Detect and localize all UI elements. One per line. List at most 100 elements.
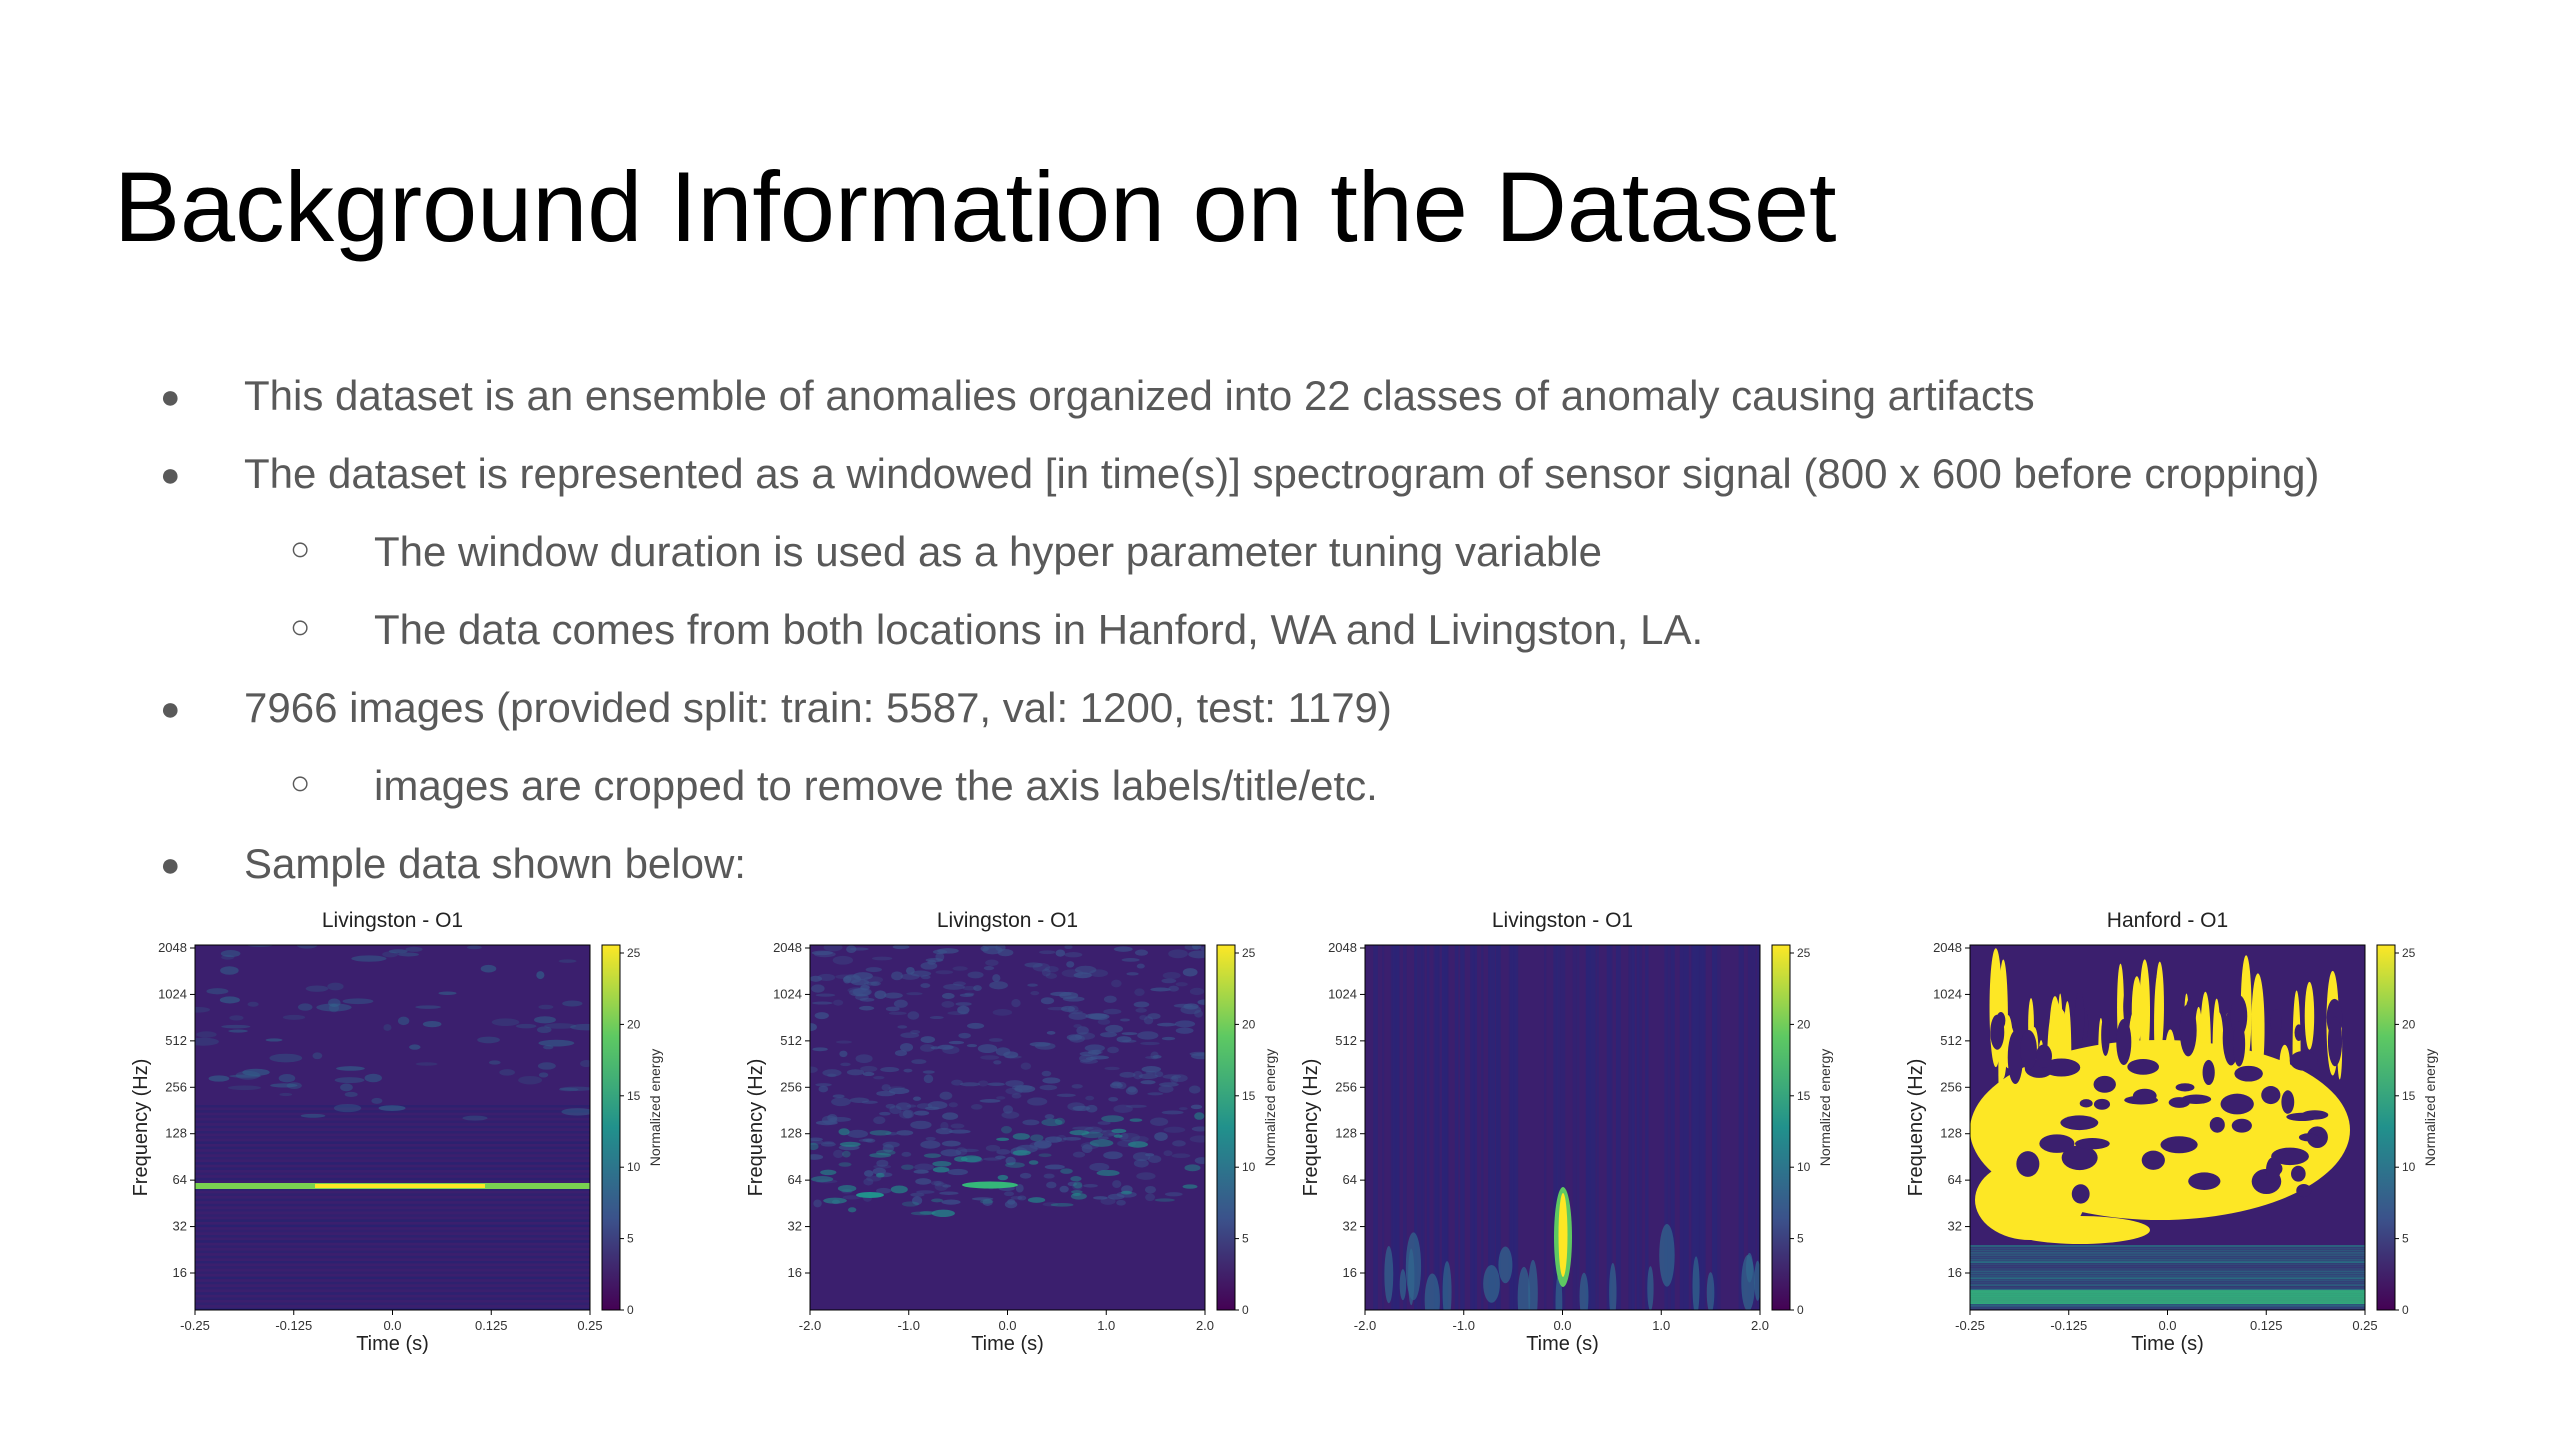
- y-tick-label: 256: [1940, 1079, 1962, 1094]
- subbullet-marker: ○: [290, 608, 311, 646]
- bullet-text: The data comes from both locations in Ha…: [374, 606, 1704, 653]
- colorbar-tick-label: 20: [2402, 1017, 2416, 1031]
- y-tick-label: 1024: [1328, 986, 1357, 1001]
- x-tick-label: 2.0: [1196, 1318, 1214, 1333]
- y-tick-label: 1024: [1933, 986, 1962, 1001]
- subbullet-cropping: ○ images are cropped to remove the axis …: [290, 762, 1378, 810]
- y-tick-label: 512: [780, 1033, 802, 1048]
- x-tick-label: 0.125: [2250, 1318, 2283, 1333]
- bullet-image-count: ● 7966 images (provided split: train: 55…: [160, 684, 1392, 732]
- y-tick-label: 512: [165, 1033, 187, 1048]
- colorbar: [1216, 944, 1236, 1311]
- spectrogram-panel-4: Hanford - O1 2048 1024 512 256 128 64 32 16 -0.25…: [1895, 895, 2438, 1375]
- y-tick-label: 2048: [1933, 940, 1962, 955]
- y-tick-label: 32: [1343, 1219, 1357, 1234]
- y-tick-label: 2048: [158, 940, 187, 955]
- colorbar-tick-label: 5: [1797, 1232, 1804, 1246]
- bullet-text: The dataset is represented as a windowed…: [244, 450, 2320, 497]
- y-tick-label: 256: [1335, 1079, 1357, 1094]
- bullet-text: 7966 images (provided split: train: 5587…: [244, 684, 1392, 731]
- colorbar-tick-label: 15: [627, 1089, 641, 1103]
- colorbar-tick-label: 5: [627, 1232, 634, 1246]
- panel-title: Livingston - O1: [1492, 909, 1633, 932]
- x-tick-label: -0.25: [1955, 1318, 1985, 1333]
- y-tick-label: 1024: [773, 986, 802, 1001]
- x-tick-label: 0.0: [2158, 1318, 2176, 1333]
- x-tick-label: 0.25: [577, 1318, 602, 1333]
- y-tick-label: 32: [1948, 1219, 1962, 1234]
- y-tick-label: 128: [165, 1126, 187, 1141]
- subbullet-marker: ○: [290, 530, 311, 568]
- subbullet-marker: ○: [290, 764, 311, 802]
- bullet-classes: ● This dataset is an ensemble of anomali…: [160, 372, 2035, 420]
- colorbar-tick-label: 0: [1242, 1303, 1249, 1317]
- colorbar-tick-label: 10: [1242, 1160, 1256, 1174]
- colorbar-tick-label: 5: [2402, 1232, 2409, 1246]
- y-tick-label: 64: [1343, 1172, 1357, 1187]
- colorbar-tick-label: 10: [1797, 1160, 1811, 1174]
- y-tick-label: 512: [1940, 1033, 1962, 1048]
- bullet-text: images are cropped to remove the axis la…: [374, 762, 1378, 809]
- colorbar-tick-label: 20: [1242, 1017, 1256, 1031]
- spectrogram-chart: Hanford - O1 2048 1024 512 256 128 64 32 16 -0.25…: [1905, 909, 2438, 1355]
- bullet-marker: ●: [160, 378, 181, 416]
- panel-title: Hanford - O1: [2107, 909, 2228, 932]
- spectrogram-chart: Livingston - O1 2048 1024 512 256 128 64 32 16 -2…: [745, 909, 1278, 1355]
- spectrogram-panel-2: Livingston - O1 2048 1024 512 256 128 64 32 16 -2…: [735, 895, 1278, 1375]
- y-tick-label: 16: [1948, 1265, 1962, 1280]
- y-tick-label: 32: [173, 1219, 187, 1234]
- colorbar-tick-label: 0: [2402, 1303, 2409, 1317]
- y-tick-label: 128: [1335, 1126, 1357, 1141]
- x-tick-label: -2.0: [799, 1318, 821, 1333]
- colorbar-tick-label: 20: [627, 1017, 641, 1031]
- x-tick-label: -2.0: [1354, 1318, 1376, 1333]
- y-tick-label: 64: [173, 1172, 187, 1187]
- bullet-marker: ●: [160, 846, 181, 884]
- spectrogram-chart: Livingston - O1 2048 1024 512 256 128 64 32 16 -2…: [1300, 909, 1833, 1355]
- colorbar-tick-label: 15: [2402, 1089, 2416, 1103]
- bullet-text: Sample data shown below:: [244, 840, 746, 887]
- colorbar-tick-label: 0: [627, 1303, 634, 1317]
- colorbar-label: Normalized energy: [1262, 1049, 1278, 1167]
- colorbar-label: Normalized energy: [2422, 1049, 2438, 1167]
- x-tick-label: -1.0: [1453, 1318, 1475, 1333]
- y-axis-label: Frequency (Hz): [745, 1059, 767, 1197]
- x-tick-label: -0.125: [2050, 1318, 2087, 1333]
- colorbar-tick-label: 15: [1242, 1089, 1256, 1103]
- y-axis-label: Frequency (Hz): [1300, 1059, 1322, 1197]
- x-axis-label: Time (s): [2131, 1333, 2204, 1355]
- spectrogram-chart: Livingston - O1 2048 1024 512 256 128 64 32 16 -0…: [130, 909, 663, 1355]
- x-tick-label: 0.25: [2352, 1318, 2377, 1333]
- y-axis-label: Frequency (Hz): [1905, 1059, 1927, 1197]
- colorbar-tick-label: 10: [627, 1160, 641, 1174]
- y-tick-label: 64: [788, 1172, 802, 1187]
- x-tick-label: 1.0: [1652, 1318, 1670, 1333]
- x-tick-label: -0.25: [180, 1318, 210, 1333]
- bullet-representation: ● The dataset is represented as a window…: [160, 450, 2320, 498]
- colorbar-tick-label: 5: [1242, 1232, 1249, 1246]
- bullet-text: This dataset is an ensemble of anomalies…: [244, 372, 2035, 419]
- colorbar: [2376, 944, 2396, 1311]
- y-tick-label: 128: [780, 1126, 802, 1141]
- colorbar-label: Normalized energy: [647, 1049, 663, 1167]
- colorbar-tick-label: 15: [1797, 1089, 1811, 1103]
- x-axis-label: Time (s): [356, 1333, 429, 1355]
- colorbar-tick-label: 25: [1242, 946, 1256, 960]
- x-tick-label: 2.0: [1751, 1318, 1769, 1333]
- colorbar-label: Normalized energy: [1817, 1049, 1833, 1167]
- bullet-marker: ●: [160, 456, 181, 494]
- subbullet-locations: ○ The data comes from both locations in …: [290, 606, 1704, 654]
- colorbar-tick-label: 0: [1797, 1303, 1804, 1317]
- y-tick-label: 64: [1948, 1172, 1962, 1187]
- y-tick-label: 2048: [1328, 940, 1357, 955]
- x-tick-label: 0.0: [998, 1318, 1016, 1333]
- bullet-text: The window duration is used as a hyper p…: [374, 528, 1603, 575]
- y-tick-label: 16: [173, 1265, 187, 1280]
- colorbar-tick-label: 10: [2402, 1160, 2416, 1174]
- slide-title: Background Information on the Dataset: [114, 151, 1837, 262]
- bullet-sample-data: ● Sample data shown below:: [160, 840, 746, 888]
- x-tick-label: -0.125: [275, 1318, 312, 1333]
- x-tick-label: -1.0: [898, 1318, 920, 1333]
- x-tick-label: 0.125: [475, 1318, 508, 1333]
- colorbar: [1771, 944, 1791, 1311]
